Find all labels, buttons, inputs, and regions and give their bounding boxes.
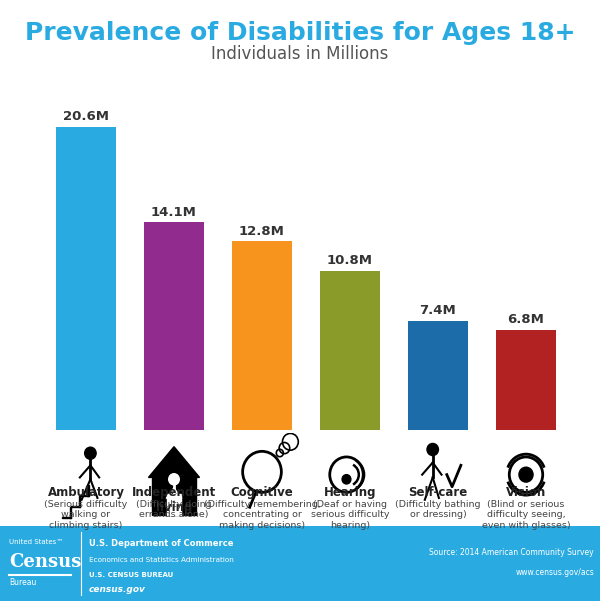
Text: 14.1M: 14.1M [151,206,197,219]
Text: www.census.gov/acs: www.census.gov/acs [515,568,594,577]
Text: Census: Census [9,553,82,571]
Circle shape [342,475,351,484]
Bar [56,127,116,430]
Text: (Serious difficulty
walking or
climbing stairs): (Serious difficulty walking or climbing … [44,500,128,529]
Text: Hearing: Hearing [324,486,376,499]
Bar [152,477,196,514]
Text: Bureau: Bureau [9,578,37,587]
Circle shape [169,474,179,485]
Bar [320,271,380,430]
Bar [408,321,468,430]
Bar [62,517,71,519]
Text: 7.4M: 7.4M [419,304,457,317]
Text: Individuals in Millions: Individuals in Millions [211,45,389,63]
Bar [232,242,292,430]
Bar [496,330,556,430]
Text: (Difficulty bathing
or dressing): (Difficulty bathing or dressing) [395,500,481,519]
Bar [71,506,80,507]
Circle shape [85,447,96,459]
Text: (Blind or serious
difficulty seeing,
even with glasses): (Blind or serious difficulty seeing, eve… [482,500,571,529]
Text: Ambulatory: Ambulatory [47,486,125,499]
Text: Prevalence of Disabilities for Ages 18+: Prevalence of Disabilities for Ages 18+ [25,21,575,45]
Bar [88,485,89,496]
Text: 6.8M: 6.8M [508,313,544,326]
Text: (Deaf or having
serious difficulty
hearing): (Deaf or having serious difficulty heari… [311,500,389,529]
Bar [70,507,71,519]
Text: Source: 2014 American Community Survey: Source: 2014 American Community Survey [430,548,594,557]
Bar [80,495,89,496]
Bar [79,496,80,507]
Text: 10.8M: 10.8M [327,254,373,267]
Text: (Difficulty doing
errands alone): (Difficulty doing errands alone) [136,500,212,519]
Bar [144,222,204,430]
Text: 12.8M: 12.8M [239,225,285,238]
Text: Vision: Vision [506,486,546,499]
Text: Self-care: Self-care [409,486,467,499]
Text: United States™: United States™ [9,540,63,545]
Circle shape [427,444,439,456]
Text: U.S. CENSUS BUREAU: U.S. CENSUS BUREAU [89,573,173,578]
Text: Cognitive: Cognitive [230,486,293,499]
Text: Independent
living: Independent living [132,486,216,514]
Text: (Difficulty remembering,
concentrating or
making decisions): (Difficulty remembering, concentrating o… [203,500,320,529]
Circle shape [519,467,533,482]
Text: 20.6M: 20.6M [63,110,109,123]
Text: census.gov: census.gov [89,585,146,594]
Bar [167,494,181,514]
Polygon shape [148,447,200,477]
Text: U.S. Department of Commerce: U.S. Department of Commerce [89,540,233,548]
Text: Economics and Statistics Administration: Economics and Statistics Administration [89,558,233,563]
